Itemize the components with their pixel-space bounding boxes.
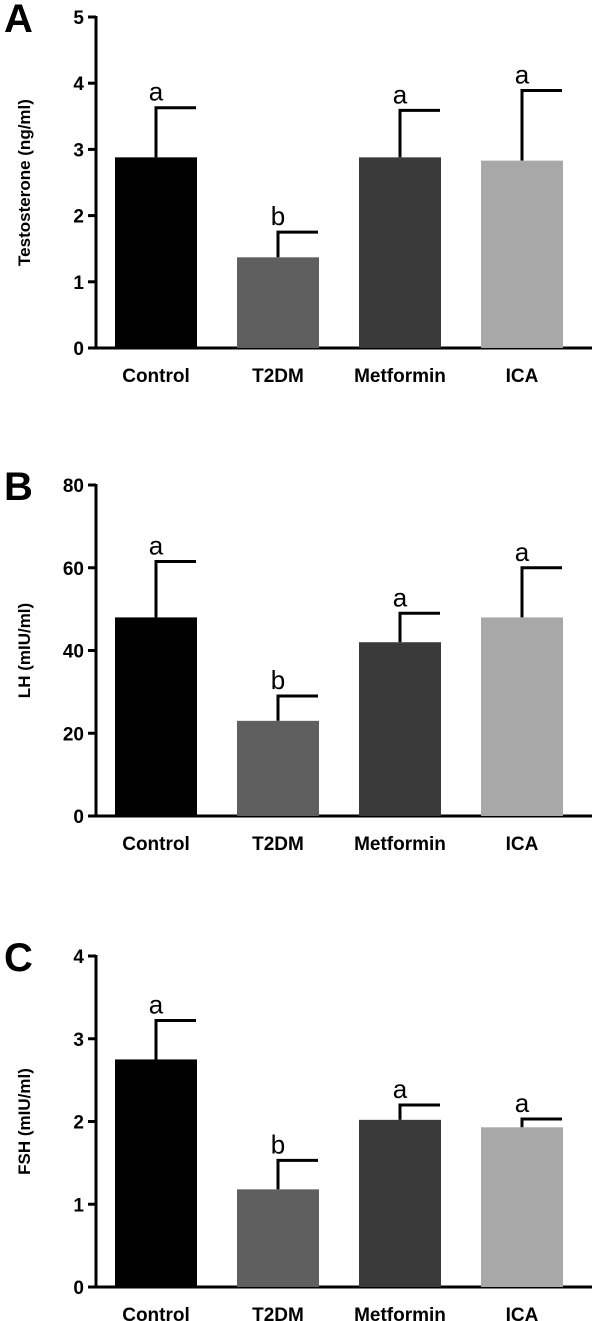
panel-c-chart: C FSH (mIU/ml) 0 1 2 3 4 a Control b T2DM a Metformi… [4,936,592,1321]
y-tick-label: 0 [73,807,84,828]
bar-control [115,157,197,348]
panel-a-chart: A Testosterone (ng/ml) 0 1 2 3 4 5 a Control b T2DM… [4,0,592,387]
x-category-label: Metformin [354,834,446,855]
x-category-label: Metformin [354,1305,446,1321]
bar-ica [481,160,563,348]
significance-label: a [393,79,408,109]
y-axis-label: Testosterone (ng/ml) [15,99,34,266]
bar-t2dm [237,257,319,348]
significance-label: b [271,201,285,231]
x-category-label: ICA [506,366,539,387]
y-tick-label: 0 [73,339,84,360]
significance-label: a [149,531,164,561]
bar-control [115,617,197,816]
significance-label: b [271,1129,285,1159]
bar-metformin [359,1119,441,1287]
significance-label: a [149,990,164,1020]
y-tick-label: 4 [73,74,84,95]
x-category-label: T2DM [252,366,304,387]
x-category-label: Control [122,366,190,387]
x-category-label: ICA [506,1305,539,1321]
y-tick-label: 3 [73,1030,84,1051]
significance-label: a [515,1088,530,1118]
panel-b-chart: B LH (mIU/ml) 0 20 40 60 80 a Control b T2DM a Metfo… [4,465,592,855]
x-category-label: Metformin [354,366,446,387]
y-axis-label: FSH (mIU/ml) [15,1068,34,1175]
significance-label: b [271,665,285,695]
panel-letter: C [4,936,33,980]
y-tick-label: 2 [73,1113,84,1134]
x-category-label: ICA [506,834,539,855]
bar-metformin [359,642,441,816]
panel-letter: A [4,0,33,41]
x-category-label: Control [122,1305,190,1321]
y-tick-label: 1 [73,1195,84,1216]
y-tick-label: 0 [73,1278,84,1299]
x-category-label: T2DM [252,1305,304,1321]
y-tick-label: 2 [73,207,84,228]
y-tick-label: 80 [63,476,84,497]
y-tick-label: 20 [63,724,84,745]
significance-label: a [149,77,164,107]
x-category-label: Control [122,834,190,855]
panel-letter: B [4,465,33,509]
significance-label: a [515,59,530,89]
y-tick-label: 4 [73,947,84,968]
significance-label: a [515,537,530,567]
bar-t2dm [237,1189,319,1287]
y-tick-label: 1 [73,273,84,294]
significance-label: a [393,1074,408,1104]
y-axis-label: LH (mIU/ml) [15,603,34,698]
y-tick-label: 3 [73,140,84,161]
bar-t2dm [237,720,319,816]
x-category-label: T2DM [252,834,304,855]
bar-control [115,1059,197,1287]
y-tick-label: 40 [63,642,84,663]
y-tick-label: 5 [73,8,84,29]
significance-label: a [393,582,408,612]
bar-metformin [359,157,441,348]
bar-ica [481,1127,563,1287]
bar-ica [481,617,563,816]
y-tick-label: 60 [63,559,84,580]
